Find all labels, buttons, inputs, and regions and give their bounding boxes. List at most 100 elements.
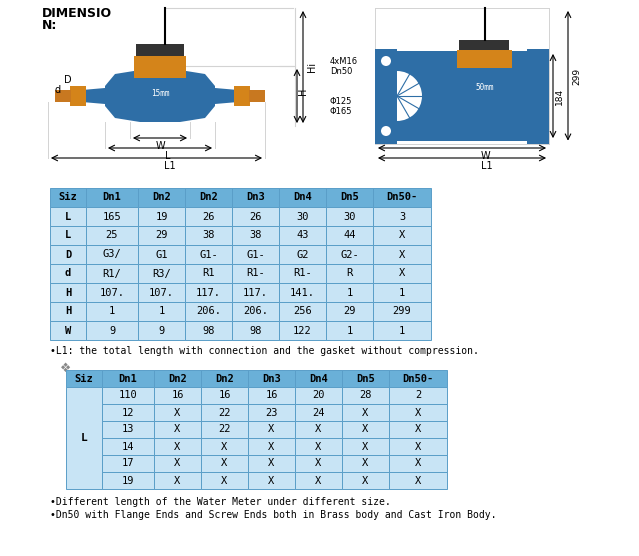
Text: 1: 1 bbox=[109, 306, 115, 316]
Bar bbox=[459, 40, 509, 50]
Bar bbox=[279, 188, 326, 207]
Bar bbox=[185, 321, 232, 340]
Text: X: X bbox=[268, 424, 275, 434]
Polygon shape bbox=[215, 88, 238, 104]
Text: 22: 22 bbox=[219, 408, 231, 418]
Text: X: X bbox=[415, 441, 421, 451]
Bar bbox=[154, 370, 201, 387]
Bar bbox=[342, 421, 389, 438]
Bar bbox=[185, 245, 232, 264]
Text: 22: 22 bbox=[219, 424, 231, 434]
Bar bbox=[248, 370, 295, 387]
Text: 43: 43 bbox=[296, 231, 309, 241]
Bar bbox=[389, 421, 447, 438]
Bar bbox=[326, 264, 373, 283]
Text: X: X bbox=[415, 424, 421, 434]
Text: 206.: 206. bbox=[196, 306, 221, 316]
Text: H: H bbox=[65, 306, 71, 316]
Bar bbox=[232, 245, 279, 264]
Text: G1-: G1- bbox=[246, 250, 265, 260]
Text: X: X bbox=[174, 459, 181, 469]
Text: Dn2: Dn2 bbox=[168, 374, 187, 384]
Text: 17: 17 bbox=[122, 459, 134, 469]
Bar bbox=[248, 404, 295, 421]
Bar bbox=[279, 264, 326, 283]
Text: R3/: R3/ bbox=[152, 269, 171, 279]
Bar bbox=[86, 264, 138, 283]
Text: 117.: 117. bbox=[243, 287, 268, 297]
Text: L: L bbox=[81, 433, 88, 443]
Text: X: X bbox=[399, 269, 405, 279]
Text: D: D bbox=[65, 75, 72, 85]
Text: X: X bbox=[415, 459, 421, 469]
Bar bbox=[373, 321, 431, 340]
Bar bbox=[232, 283, 279, 302]
Text: d: d bbox=[65, 269, 71, 279]
Bar bbox=[295, 455, 342, 472]
Bar bbox=[373, 302, 431, 321]
Bar bbox=[102, 387, 154, 404]
Bar bbox=[389, 404, 447, 421]
Text: W: W bbox=[480, 151, 490, 161]
Bar bbox=[326, 245, 373, 264]
Text: 98: 98 bbox=[203, 325, 215, 335]
Bar bbox=[373, 188, 431, 207]
Text: X: X bbox=[221, 475, 227, 485]
Text: 16: 16 bbox=[219, 390, 231, 400]
Text: •Different length of the Water Meter under different size.: •Different length of the Water Meter und… bbox=[50, 497, 391, 507]
Bar bbox=[248, 438, 295, 455]
Bar bbox=[295, 404, 342, 421]
Text: X: X bbox=[399, 250, 405, 260]
Bar bbox=[154, 472, 201, 489]
Bar bbox=[389, 438, 447, 455]
Text: Dn5: Dn5 bbox=[356, 374, 375, 384]
Text: 1: 1 bbox=[346, 325, 353, 335]
Polygon shape bbox=[82, 88, 105, 104]
Bar bbox=[342, 455, 389, 472]
Text: Siz: Siz bbox=[75, 374, 93, 384]
Text: X: X bbox=[316, 475, 321, 485]
Text: 122: 122 bbox=[293, 325, 312, 335]
Bar bbox=[201, 472, 248, 489]
Bar bbox=[232, 188, 279, 207]
Text: 28: 28 bbox=[359, 390, 372, 400]
Text: 1: 1 bbox=[399, 325, 405, 335]
Bar bbox=[326, 207, 373, 226]
Bar bbox=[201, 370, 248, 387]
Text: G1: G1 bbox=[155, 250, 168, 260]
Text: X: X bbox=[174, 441, 181, 451]
Circle shape bbox=[381, 56, 391, 66]
Bar bbox=[232, 321, 279, 340]
Bar bbox=[248, 472, 295, 489]
Bar bbox=[201, 421, 248, 438]
Text: 110: 110 bbox=[119, 390, 137, 400]
Bar bbox=[326, 321, 373, 340]
Text: 256: 256 bbox=[293, 306, 312, 316]
Bar bbox=[279, 283, 326, 302]
Text: 16: 16 bbox=[171, 390, 184, 400]
Bar bbox=[373, 264, 431, 283]
Bar bbox=[373, 207, 431, 226]
Bar bbox=[295, 472, 342, 489]
Text: Dn50-: Dn50- bbox=[403, 374, 434, 384]
Bar bbox=[389, 472, 447, 489]
Bar bbox=[86, 302, 138, 321]
Text: 299: 299 bbox=[392, 306, 412, 316]
Bar bbox=[201, 404, 248, 421]
Bar bbox=[201, 387, 248, 404]
Text: X: X bbox=[316, 459, 321, 469]
Text: 26: 26 bbox=[203, 211, 215, 221]
Bar bbox=[234, 86, 250, 106]
Polygon shape bbox=[105, 70, 215, 122]
Bar bbox=[86, 283, 138, 302]
Bar bbox=[154, 404, 201, 421]
Text: R1/: R1/ bbox=[103, 269, 121, 279]
Bar bbox=[55, 90, 71, 102]
Bar bbox=[66, 370, 102, 387]
Text: 3: 3 bbox=[399, 211, 405, 221]
Bar bbox=[373, 283, 431, 302]
Text: 2: 2 bbox=[415, 390, 421, 400]
Text: X: X bbox=[221, 441, 227, 451]
Bar bbox=[389, 455, 447, 472]
Bar bbox=[279, 302, 326, 321]
